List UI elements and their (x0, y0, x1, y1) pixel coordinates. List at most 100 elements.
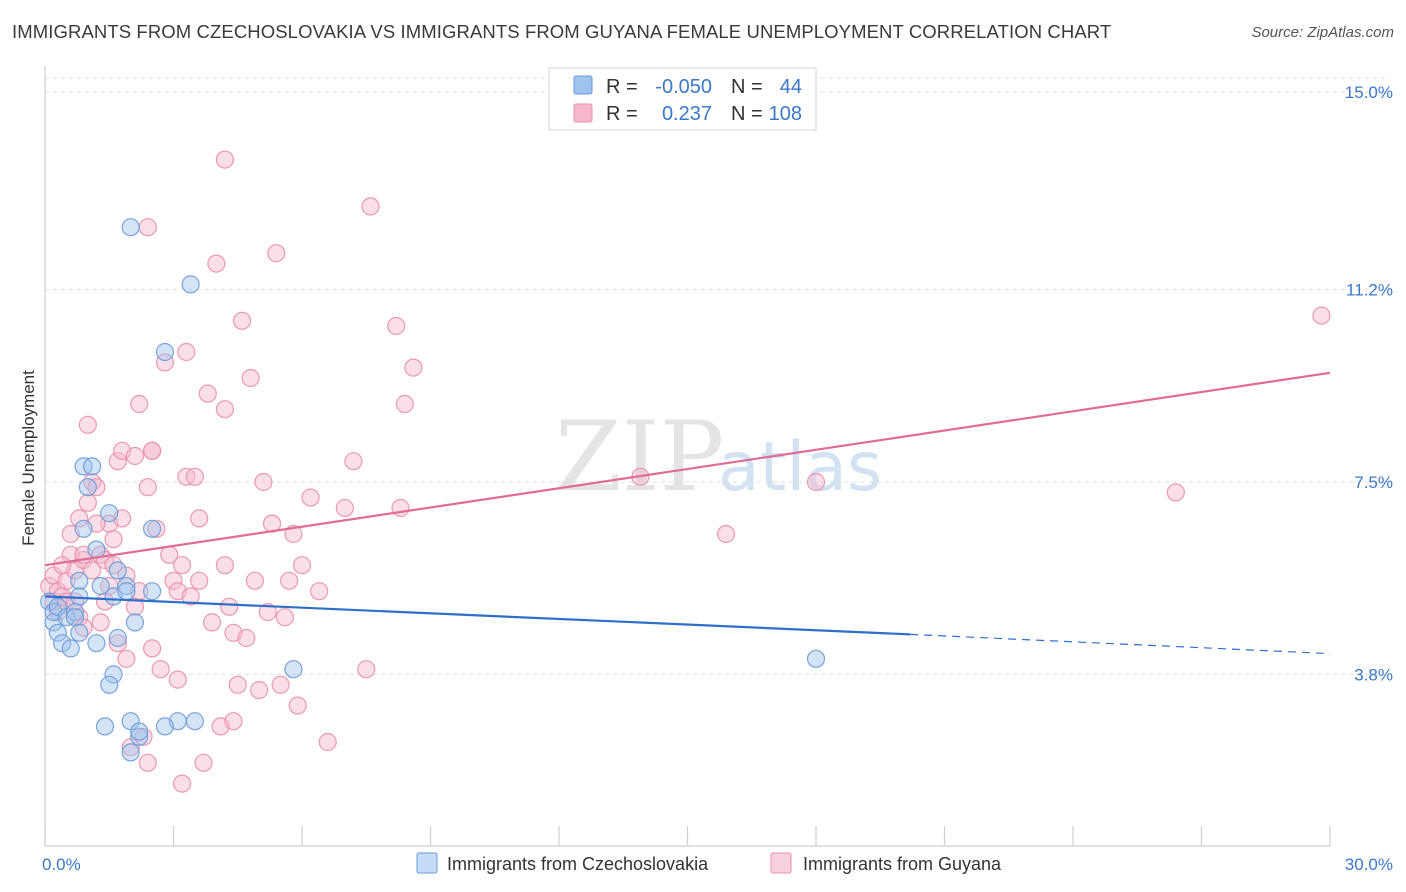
y-tick-label-0: 3.8% (1354, 665, 1393, 684)
x-tick-label-1: 30.0% (1345, 855, 1393, 874)
guyana-points (40, 150, 1331, 793)
blue-point-42 (284, 660, 303, 679)
pink-point-97 (806, 472, 826, 492)
pink-point-90 (361, 197, 380, 216)
pink-point-17 (78, 493, 97, 512)
y-tick-label-3: 15.0% (1345, 83, 1393, 102)
pink-point-60 (202, 613, 222, 632)
pink-point-64 (215, 556, 234, 575)
pink-point-84 (301, 488, 320, 507)
y-tick-labels: 3.8% 7.5% 11.2% 15.0% (1345, 83, 1393, 684)
pink-point-45 (151, 660, 170, 679)
pink-point-63 (215, 400, 234, 419)
blue-point-3 (48, 623, 67, 642)
legend-r-value-pink: 0.237 (662, 103, 712, 125)
pink-point-82 (288, 696, 307, 715)
series-legend-swatch-blue (416, 852, 438, 874)
x-tick-labels: 0.0% 30.0% (42, 855, 1393, 874)
pink-point-57 (190, 571, 209, 590)
correlation-legend: R = -0.050 N = 44 R = 0.237 N = 108 (548, 67, 817, 131)
blue-point-15 (78, 478, 97, 497)
pink-point-80 (280, 571, 299, 590)
pink-point-33 (117, 649, 136, 668)
pink-point-43 (142, 639, 162, 658)
pink-point-75 (258, 602, 277, 622)
pink-point-94 (404, 358, 423, 377)
pink-point-53 (177, 342, 196, 362)
blue-point-20 (100, 504, 119, 523)
pink-point-71 (241, 368, 260, 388)
blue-point-10 (70, 587, 89, 606)
pink-point-73 (250, 680, 269, 700)
y-tick-label-1: 7.5% (1354, 473, 1393, 492)
pink-point-85 (310, 582, 329, 601)
pink-point-74 (254, 472, 273, 492)
pink-point-96 (716, 524, 736, 544)
blue-point-27 (100, 675, 119, 694)
pink-point-72 (245, 571, 264, 590)
legend-box (548, 67, 817, 131)
blue-point-43 (806, 649, 826, 668)
blue-point-28 (95, 717, 115, 736)
pink-point-88 (344, 452, 363, 471)
pink-point-28 (108, 452, 127, 471)
blue-point-24 (108, 561, 127, 580)
pink-point-56 (190, 509, 209, 528)
blue-point-31 (130, 727, 149, 746)
blue-trend-line (44, 595, 911, 636)
pink-point-77 (267, 244, 286, 263)
chart-source: Source: ZipAtlas.com (1251, 24, 1394, 41)
pink-point-78 (271, 675, 290, 694)
blue-point-7 (61, 639, 80, 658)
pink-point-54 (181, 587, 200, 606)
blue-point-14 (74, 519, 93, 538)
pink-point-91 (387, 316, 406, 336)
pink-point-40 (138, 753, 157, 772)
legend-n-label-blue: N = (731, 76, 763, 98)
pink-point-58 (194, 753, 213, 772)
blue-point-12 (70, 623, 89, 642)
legend-swatch-blue (573, 75, 593, 95)
pink-point-19 (83, 561, 102, 580)
blue-point-40 (185, 712, 205, 731)
x-tick-label-0: 0.0% (42, 855, 81, 874)
legend-n-value-pink: 108 (769, 103, 802, 125)
blue-point-38 (181, 275, 200, 294)
y-axis-label: Female Unemployment (19, 370, 38, 546)
pink-point-46 (155, 353, 175, 372)
blue-point-32 (130, 722, 149, 741)
pink-point-51 (172, 774, 192, 793)
chart-title: IMMIGRANTS FROM CZECHOSLOVAKIA VS IMMIGR… (12, 21, 1112, 42)
pink-point-107 (53, 556, 72, 575)
blue-point-18 (91, 576, 110, 596)
blue-point-34 (125, 613, 145, 632)
pink-point-61 (207, 254, 226, 273)
pink-point-86 (318, 732, 337, 752)
legend-n-value-blue: 44 (780, 76, 802, 98)
pink-point-41 (138, 478, 157, 497)
pink-point-83 (292, 556, 312, 575)
trend-lines (44, 371, 1331, 655)
series-legend: Immigrants from Czechoslovakia Immigrant… (416, 852, 1002, 874)
x-axis-ticks (44, 826, 1331, 846)
blue-point-41 (155, 717, 175, 736)
blue-point-5 (53, 634, 72, 653)
pink-point-50 (168, 670, 187, 689)
blue-point-36 (142, 519, 162, 538)
pink-point-68 (228, 675, 247, 694)
pink-point-101 (215, 150, 234, 169)
pink-point-35 (125, 446, 145, 466)
pink-trend-line (44, 371, 1331, 567)
blue-point-16 (83, 457, 102, 476)
blue-point-33 (142, 582, 162, 601)
pink-point-79 (275, 608, 294, 627)
blue-point-25 (117, 576, 136, 596)
series-legend-swatch-pink (770, 852, 792, 874)
pink-point-32 (117, 566, 136, 585)
pink-point-70 (237, 628, 256, 648)
pink-point-69 (232, 311, 252, 330)
pink-point-44 (147, 519, 166, 538)
blue-point-11 (65, 608, 85, 627)
pink-point-13 (70, 509, 89, 528)
